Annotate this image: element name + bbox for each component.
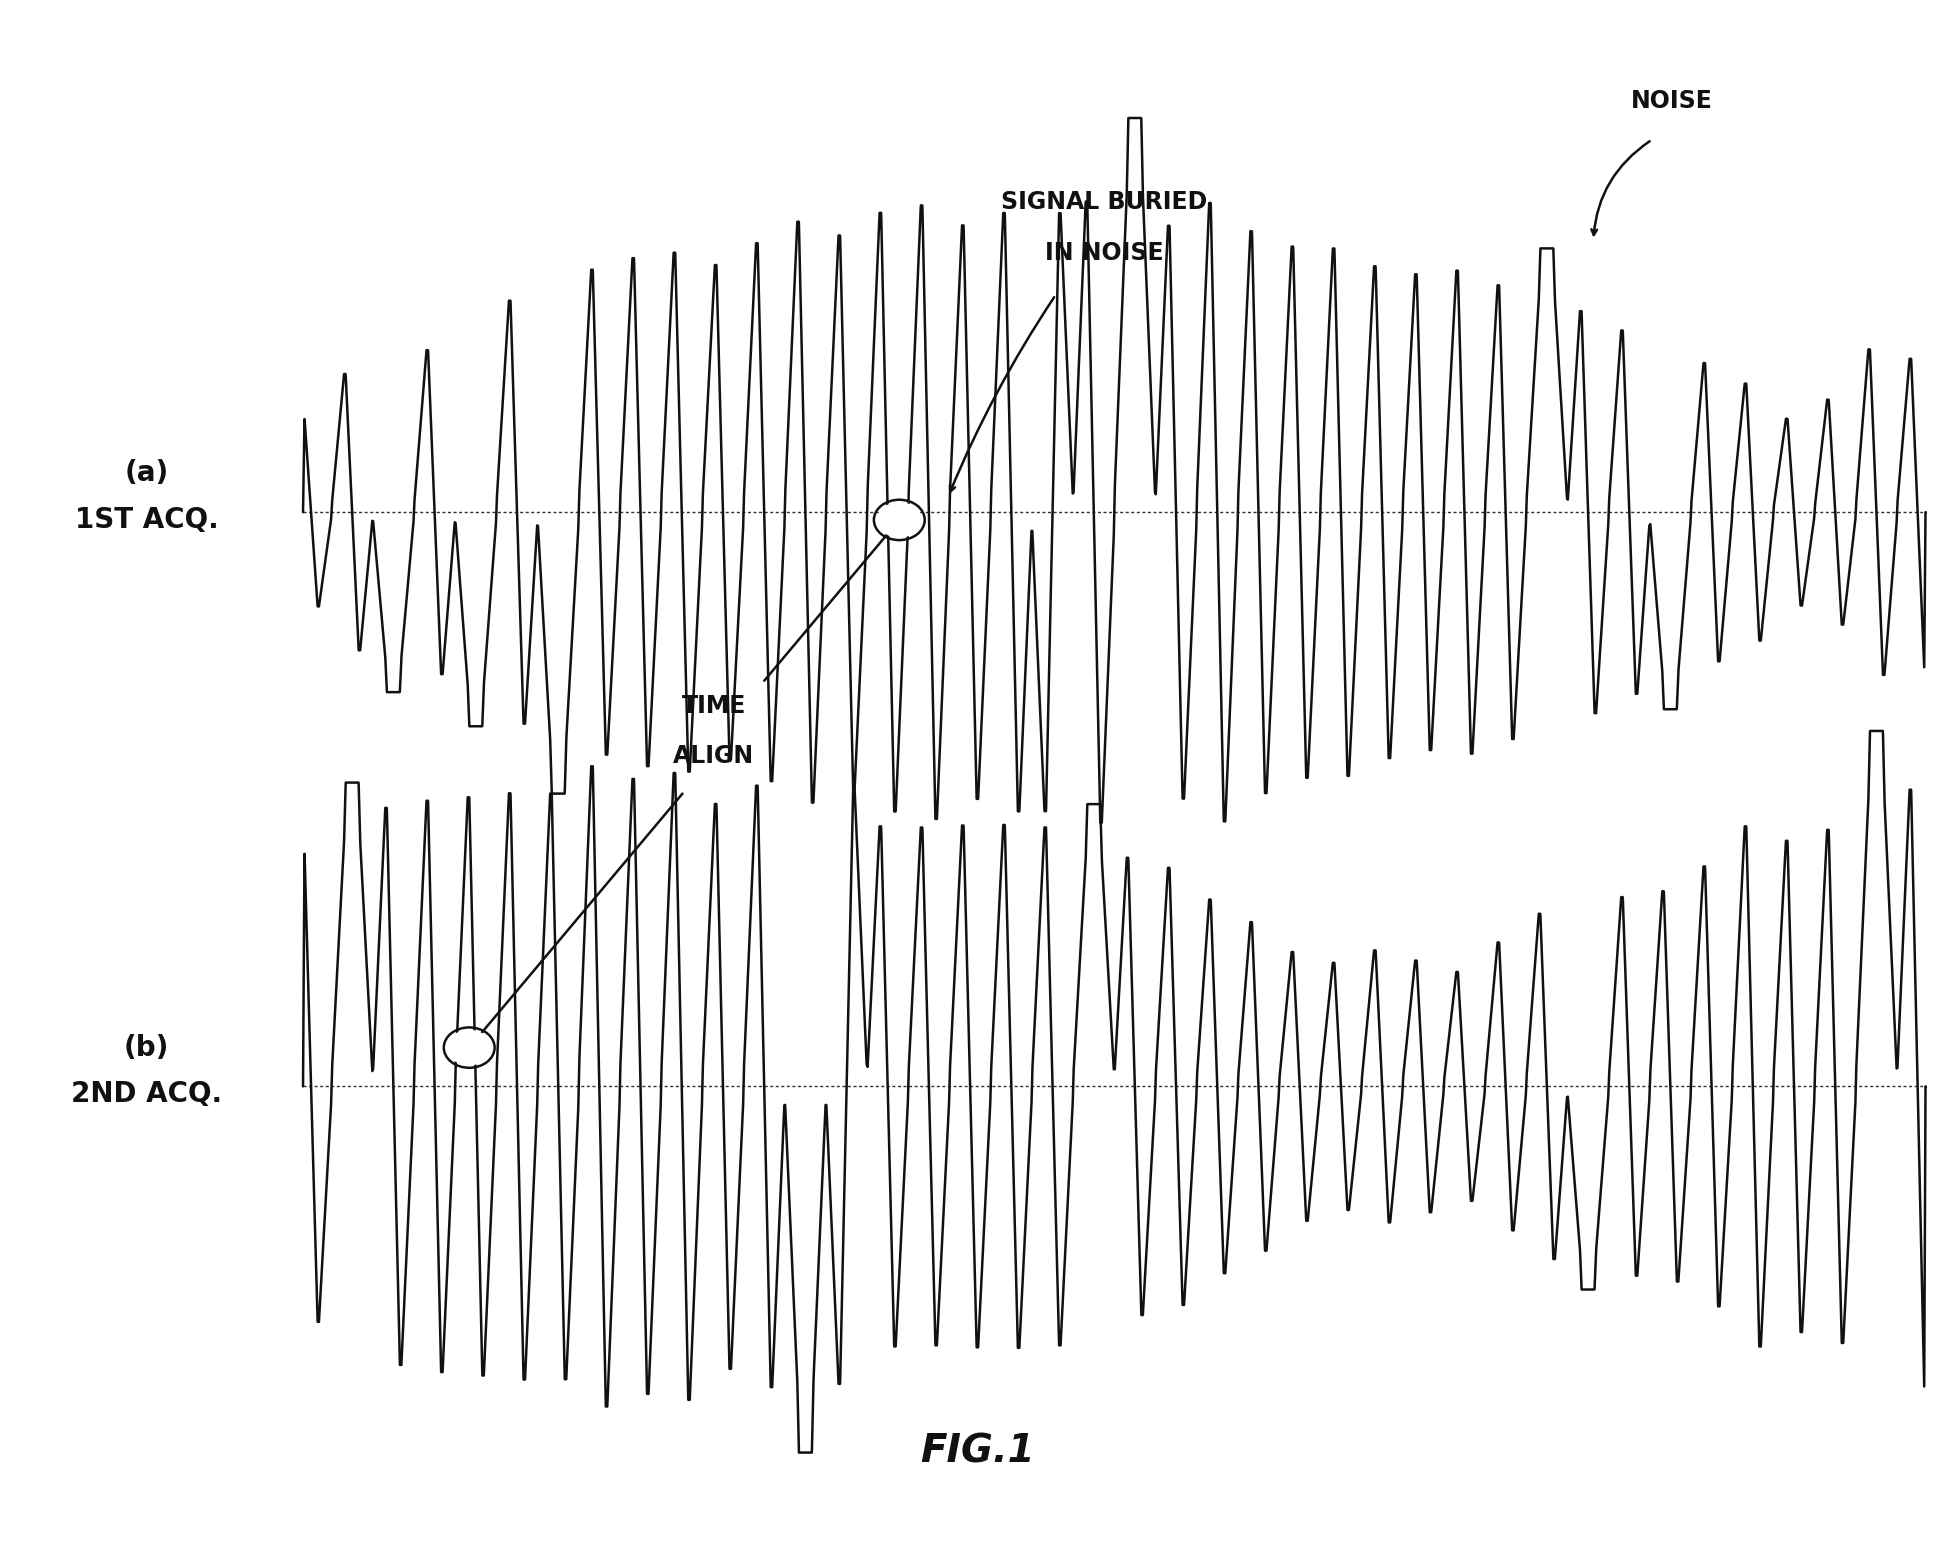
Text: NOISE: NOISE <box>1630 88 1713 113</box>
Circle shape <box>448 1031 491 1065</box>
Text: 1ST ACQ.: 1ST ACQ. <box>74 506 219 534</box>
Text: (b): (b) <box>123 1034 170 1062</box>
Text: FIG.1: FIG.1 <box>921 1432 1034 1470</box>
Text: SIGNAL BURIED: SIGNAL BURIED <box>1001 189 1208 214</box>
Text: TIME: TIME <box>682 694 745 719</box>
Text: (a): (a) <box>125 459 168 487</box>
Circle shape <box>878 503 921 537</box>
Text: IN NOISE: IN NOISE <box>1046 241 1163 265</box>
Text: ALIGN: ALIGN <box>673 743 755 768</box>
Text: 2ND ACQ.: 2ND ACQ. <box>70 1080 223 1108</box>
